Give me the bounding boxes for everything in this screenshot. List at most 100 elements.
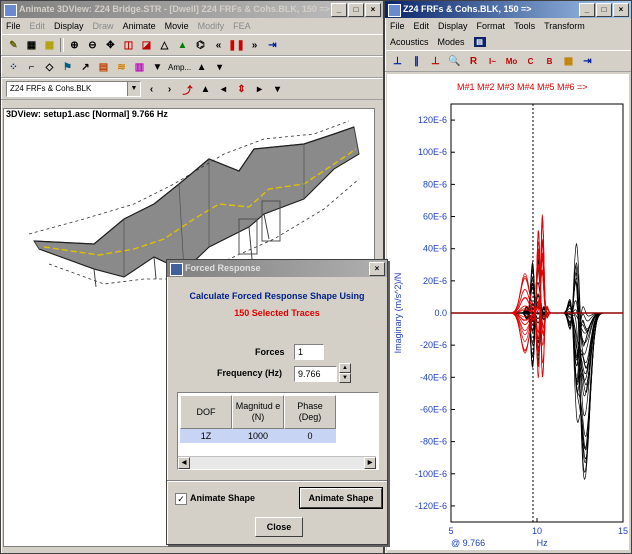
edit-pen-icon[interactable]: ✎ bbox=[9, 39, 18, 51]
triangle-fill-icon[interactable]: ▲ bbox=[177, 39, 188, 51]
maximize-button[interactable]: □ bbox=[596, 3, 612, 17]
menu-modes[interactable]: Modes bbox=[437, 37, 465, 47]
prev-icon[interactable]: ‹ bbox=[149, 83, 154, 95]
menu-animate[interactable]: Animate bbox=[122, 21, 156, 31]
menu-display[interactable]: Display bbox=[54, 21, 84, 31]
menu-edit[interactable]: Edit bbox=[29, 21, 46, 31]
menu-fea[interactable]: FEA bbox=[233, 21, 251, 31]
menu-display[interactable]: Display bbox=[438, 21, 468, 31]
chevron-down-icon[interactable]: ▼ bbox=[127, 82, 140, 96]
points-icon[interactable]: ⁘ bbox=[9, 61, 18, 73]
menu-modify[interactable]: Modify bbox=[197, 21, 225, 31]
stepper-up-icon[interactable]: ▲ bbox=[339, 363, 351, 373]
frequency-field[interactable]: 9.766 bbox=[294, 366, 337, 382]
menu-edit[interactable]: Edit bbox=[413, 21, 430, 31]
dialog-close-button[interactable]: × bbox=[369, 262, 385, 276]
animate-checkbox[interactable]: ✓ bbox=[175, 493, 187, 505]
menu-acoustics[interactable]: Acoustics bbox=[390, 37, 429, 47]
color-bar-icon[interactable]: ▥ bbox=[134, 61, 145, 73]
close-window-button[interactable]: × bbox=[365, 3, 381, 17]
cursor-readout: @ 9.766 bbox=[451, 538, 485, 548]
amp-label[interactable]: Amp... bbox=[168, 62, 192, 72]
fast-forward-icon[interactable]: » bbox=[251, 39, 258, 51]
gradient-icon[interactable]: ≋ bbox=[117, 61, 126, 73]
x-tick-label: 10 bbox=[532, 526, 542, 536]
two-cursor-icon[interactable]: ∥ bbox=[414, 55, 419, 67]
zoom-in-icon[interactable]: ⊕ bbox=[70, 39, 79, 51]
exit-icon[interactable]: ⇥ bbox=[583, 55, 592, 67]
next-icon[interactable]: › bbox=[167, 83, 172, 95]
menu-movie[interactable]: Movie bbox=[164, 21, 189, 31]
minimize-button[interactable]: _ bbox=[579, 3, 595, 17]
animate-dir-icon[interactable]: ⤴ bbox=[182, 85, 193, 97]
menu-format[interactable]: Format bbox=[476, 21, 506, 31]
scroll-right-icon[interactable]: ▶ bbox=[364, 457, 376, 469]
step-prev-icon[interactable]: ◂ bbox=[220, 83, 227, 95]
curve-fit-icon[interactable]: C bbox=[527, 56, 534, 66]
menu-tools[interactable]: Tools bbox=[514, 21, 536, 31]
right-menubar: File Edit Display Format Tools Transform bbox=[385, 18, 631, 34]
series-black-line bbox=[451, 261, 623, 481]
force-table[interactable]: DOF Magnitud e (N) Phase (Deg) 1Z 1000 0… bbox=[177, 392, 379, 470]
box-icon[interactable]: ◫ bbox=[123, 39, 134, 51]
zoom-out-icon[interactable]: ⊖ bbox=[88, 39, 97, 51]
menu-file[interactable]: File bbox=[390, 21, 405, 31]
minimize-button[interactable]: _ bbox=[331, 3, 347, 17]
cursor-line-icon[interactable]: ⊥ bbox=[393, 55, 402, 67]
close-window-button[interactable]: × bbox=[613, 3, 629, 17]
up-arrow-icon[interactable]: ▲ bbox=[196, 61, 207, 73]
cell-dof[interactable]: 1Z bbox=[180, 429, 232, 443]
triangle-down-icon[interactable]: ▼ bbox=[152, 61, 163, 73]
triangle-outline-icon[interactable]: △ bbox=[160, 39, 169, 51]
palette-icon[interactable]: ▤ bbox=[98, 61, 109, 73]
series-black-line bbox=[451, 264, 623, 460]
shape-icon[interactable]: ⌬ bbox=[196, 39, 205, 51]
right-window-titlebar[interactable]: Z24 FRFs & Cohs.BLK, 150 => _ □ × bbox=[385, 1, 631, 18]
grid-icon[interactable]: ▦ bbox=[26, 39, 37, 51]
scroll-left-icon[interactable]: ◀ bbox=[178, 457, 190, 469]
frequency-stepper[interactable]: ▲ ▼ bbox=[339, 363, 351, 383]
flag-icon[interactable]: ⚑ bbox=[63, 61, 72, 73]
menu-transform[interactable]: Transform bbox=[544, 21, 585, 31]
frf-plot-panel[interactable]: M#1 M#2 M#3 M#4 M#5 M#6 => 120E-6 100E-6 80… bbox=[387, 74, 629, 550]
bridge-model bbox=[28, 120, 360, 288]
step-next-icon[interactable]: ▸ bbox=[256, 83, 263, 95]
more-dropdown-icon[interactable]: ▾ bbox=[274, 83, 281, 95]
dialog-titlebar[interactable]: Forced Response × bbox=[167, 260, 387, 277]
surface-icon[interactable]: ◇ bbox=[45, 61, 54, 73]
table-icon[interactable]: ▦ bbox=[563, 55, 574, 67]
left-window-titlebar[interactable]: Animate 3DView: Z24 Bridge.STR - [Dwell]… bbox=[1, 1, 383, 18]
move-icon[interactable]: ✥ bbox=[106, 39, 115, 51]
grid-yellow-icon[interactable]: ▦ bbox=[44, 39, 55, 51]
step-mark-icon[interactable]: ⇕ bbox=[237, 83, 246, 95]
stepper-down-icon[interactable]: ▼ bbox=[339, 373, 351, 383]
zoom-icon[interactable]: 🔍 bbox=[448, 55, 461, 67]
dialog-heading: Calculate Forced Response Shape Using bbox=[189, 291, 365, 301]
forces-field[interactable]: 1 bbox=[294, 344, 324, 360]
b0-icon[interactable]: B bbox=[546, 56, 553, 66]
table-view-icon[interactable]: ▤ bbox=[473, 37, 486, 47]
line-icon[interactable]: ⌐ bbox=[28, 61, 35, 73]
dropdown-arrow-icon[interactable]: ▾ bbox=[217, 61, 223, 73]
table-scrollbar[interactable]: ◀ ▶ bbox=[178, 456, 376, 469]
mode-icon[interactable]: Mo bbox=[505, 56, 518, 66]
arrow-icon[interactable]: ↗ bbox=[81, 61, 90, 73]
exit-icon[interactable]: ⇥ bbox=[268, 39, 277, 51]
r-icon[interactable]: R bbox=[469, 55, 478, 67]
step-up-icon[interactable]: ▲ bbox=[200, 83, 211, 95]
cell-magnitude[interactable]: 1000 bbox=[232, 429, 284, 443]
close-button[interactable]: Close bbox=[255, 517, 303, 537]
pause-icon[interactable]: ❚❚ bbox=[228, 39, 245, 51]
cell-phase[interactable]: 0 bbox=[284, 429, 336, 443]
data-block-combo[interactable]: Z24 FRFs & Cohs.BLK ▼ bbox=[6, 81, 141, 97]
peak-icon[interactable]: ⊥ bbox=[431, 55, 440, 67]
mark-icon[interactable]: I~ bbox=[489, 56, 496, 66]
data-block-combo-value: Z24 FRFs & Cohs.BLK bbox=[10, 84, 92, 93]
y-tick-label: 40E-6 bbox=[423, 244, 447, 254]
menu-file[interactable]: File bbox=[6, 21, 21, 31]
box-select-icon[interactable]: ◪ bbox=[141, 39, 152, 51]
animate-shape-button[interactable]: Animate Shape bbox=[299, 487, 383, 509]
menu-draw[interactable]: Draw bbox=[92, 21, 114, 31]
rewind-icon[interactable]: « bbox=[215, 39, 222, 51]
maximize-button[interactable]: □ bbox=[348, 3, 364, 17]
